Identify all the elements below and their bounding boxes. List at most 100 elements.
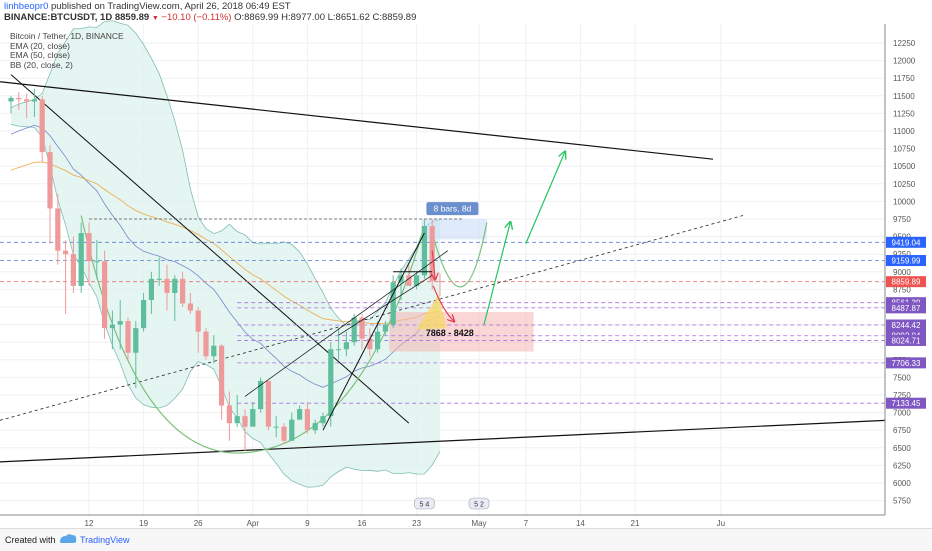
- candle-down: [102, 261, 108, 329]
- y-tick-label: 10000: [893, 197, 916, 206]
- price-label-text: 8487.87: [892, 304, 921, 313]
- green-arrow-long: [525, 152, 565, 244]
- price-label-text: 8859.89: [892, 278, 921, 287]
- legend-symbol: Bitcoin / Tether, 1D, BINANCE: [10, 31, 124, 41]
- candle-up: [156, 278, 162, 280]
- dashed-trendline: [0, 215, 744, 421]
- y-tick-label: 6500: [893, 444, 911, 453]
- y-tick-label: 11000: [893, 127, 915, 136]
- candle-down: [281, 426, 287, 441]
- price-label-bg: [886, 319, 926, 331]
- candle-down: [24, 99, 30, 102]
- y-tick-label: 11250: [893, 109, 915, 118]
- published-text: published on TradingView.com, April 26, …: [48, 1, 291, 12]
- candle-up: [141, 299, 147, 329]
- candle-up: [258, 380, 264, 410]
- y-tick-label: 11750: [893, 74, 915, 83]
- candle-up: [94, 261, 100, 263]
- candle-up: [148, 278, 154, 300]
- x-tick-label: 16: [358, 519, 367, 528]
- tradingview-logo-icon[interactable]: [58, 533, 78, 547]
- price-label-bg: [886, 276, 926, 288]
- candle-up: [250, 409, 256, 427]
- candle-up: [289, 419, 295, 441]
- candle-down: [47, 152, 53, 209]
- candle-down: [219, 345, 225, 406]
- candle-down: [226, 405, 232, 424]
- candle-down: [265, 380, 271, 427]
- x-tick-label: 12: [85, 519, 94, 528]
- candle-up: [382, 324, 388, 332]
- x-tick-label: 21: [631, 519, 640, 528]
- publish-header: linhbeopr0 published on TradingView.com,…: [0, 0, 932, 24]
- created-with-text: Created with: [5, 535, 56, 545]
- candle-up: [297, 409, 303, 420]
- drawings-back: [0, 74, 886, 463]
- candle-down: [203, 331, 209, 357]
- candle-up: [31, 99, 37, 102]
- bars-range-box: [421, 219, 487, 240]
- y-tick-label: 6750: [893, 426, 911, 435]
- y-tick-label: 10250: [893, 180, 916, 189]
- wedge-upper-line: [244, 250, 449, 397]
- x-tick-label: Ju: [717, 519, 725, 528]
- time-axis[interactable]: 12 19 26 Apr 9 16 23 May 7 14 21 Ju: [85, 519, 725, 528]
- footer-bar: Created with TradingView: [0, 528, 932, 551]
- bars-label-text: 8 bars, 8d: [433, 204, 471, 214]
- price-label-bg: [886, 302, 926, 314]
- tradingview-brand[interactable]: TradingView: [80, 535, 130, 545]
- y-tick-label: 7500: [893, 373, 911, 382]
- price-axis[interactable]: 12250 12000 11750 11500 11250 11000 10750 10500…: [893, 39, 916, 506]
- triangle-bottom-line: [0, 419, 886, 463]
- candle-up: [312, 423, 318, 431]
- candle-down: [437, 280, 443, 282]
- triangle-top-line: [0, 81, 714, 160]
- candle-up: [117, 321, 123, 325]
- candle-up: [273, 426, 279, 428]
- y-tick-label: 5750: [893, 497, 911, 506]
- price-label-bg: [886, 255, 926, 267]
- price-labels: 9419.049159.998859.898561.398487.878244.…: [886, 236, 926, 409]
- price-label-bg: [886, 397, 926, 409]
- bars-label-bg: [426, 202, 479, 216]
- highlight-triangle: [416, 294, 447, 330]
- legend-bb: BB (20, close, 2): [10, 60, 73, 71]
- candle-down: [55, 208, 61, 251]
- y-tick-label: 8750: [893, 285, 911, 294]
- y-tick-label: 6000: [893, 479, 911, 488]
- candle-up: [234, 416, 240, 424]
- last-price: 8859.89: [114, 12, 150, 23]
- candle-up: [414, 275, 420, 286]
- green-arrow-short: [483, 223, 510, 325]
- price-label-bg: [886, 357, 926, 369]
- candle-up: [336, 349, 342, 351]
- event-flag-a: 5 4: [414, 497, 435, 510]
- red-curve-arrow: [432, 285, 454, 321]
- author-link[interactable]: linhbeopr0: [4, 1, 49, 12]
- wedge-lower-line: [322, 232, 425, 431]
- y-tick-label: 9250: [893, 250, 911, 259]
- candle-up: [78, 233, 84, 286]
- y-tick-label: 11500: [893, 92, 915, 101]
- x-tick-label: 19: [139, 519, 148, 528]
- support-zone-box: [389, 312, 534, 352]
- candle-up: [109, 324, 115, 329]
- candle-down: [359, 317, 365, 339]
- candle-up: [133, 328, 139, 353]
- candle-down: [406, 275, 412, 286]
- legend-ema20: EMA (20, close): [10, 40, 70, 51]
- event-flag-bg: [468, 497, 490, 510]
- x-tick-label: May: [471, 519, 486, 528]
- y-tick-label: 12000: [893, 57, 916, 66]
- candle-down: [70, 254, 76, 286]
- price-label-bg: [886, 334, 926, 346]
- price-label-text: 9419.04: [892, 238, 921, 247]
- candle-up: [320, 416, 326, 424]
- candle-up: [8, 97, 14, 102]
- price-label-bg: [886, 236, 926, 248]
- down-arrow-icon: ▼: [151, 15, 159, 22]
- red-arrow: [432, 250, 435, 279]
- candle-up: [375, 331, 381, 350]
- candle-down: [180, 278, 186, 304]
